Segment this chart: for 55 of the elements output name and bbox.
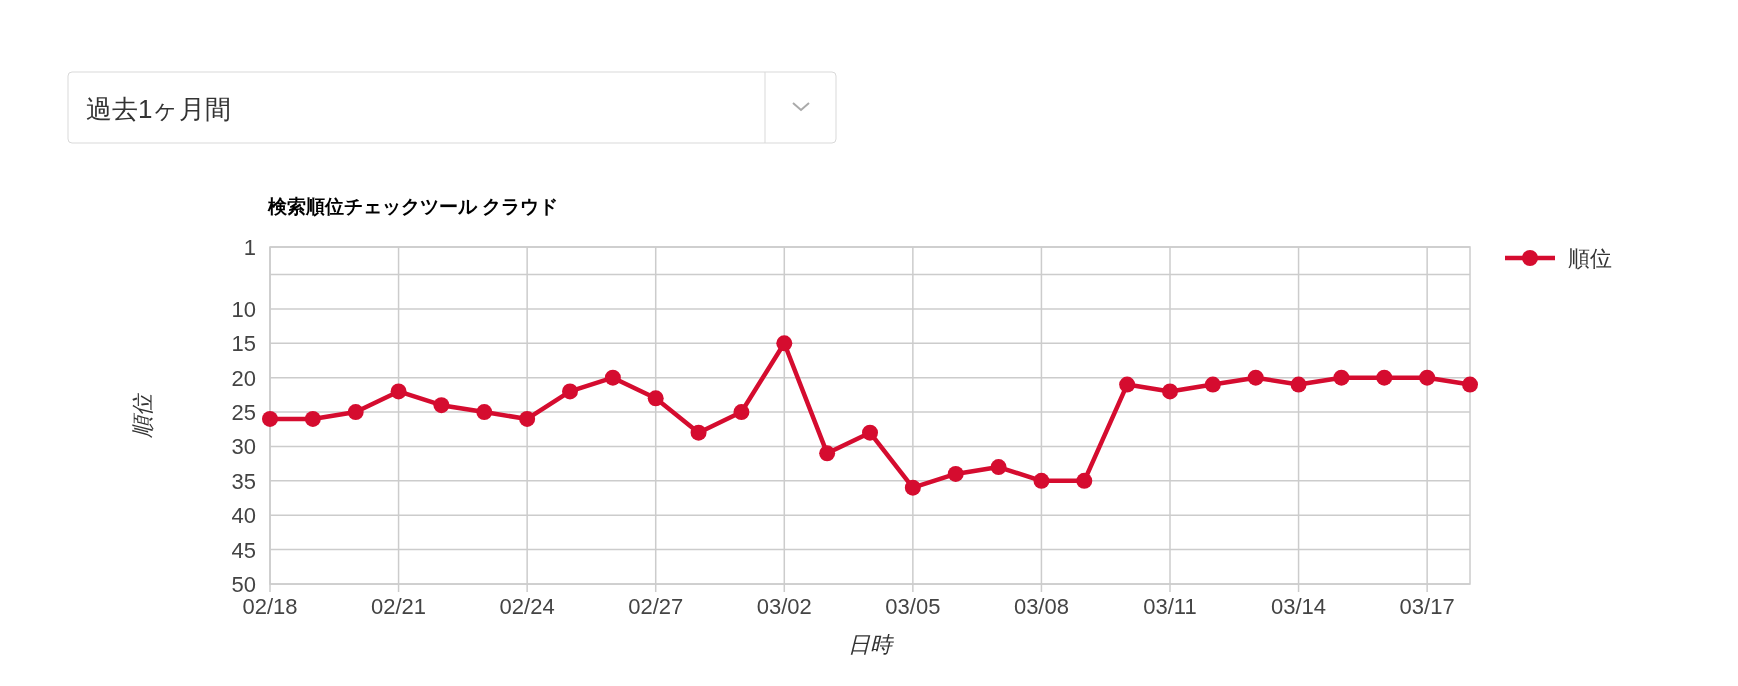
point (1033, 472, 1050, 489)
annotation: 過去1ヶ月間 (67, 71, 837, 144)
point (904, 479, 921, 496)
y-tick-label: 50 (231, 572, 256, 597)
point (604, 369, 621, 386)
y-tick-label: 25 (231, 400, 256, 426)
point (947, 465, 964, 482)
legend-label: 順位 (1568, 246, 1612, 271)
point (1162, 383, 1178, 400)
chart-title: 検索順位チェックツール クラウド (267, 196, 559, 217)
x-tick-label: 03/08 (1013, 594, 1069, 619)
point (1419, 369, 1436, 386)
point (347, 404, 364, 421)
point (1376, 369, 1393, 386)
point (262, 410, 278, 427)
point (562, 383, 578, 400)
legend-item: 順位 (1505, 246, 1612, 271)
y-tick-label: 45 (231, 537, 256, 563)
y-tick-label: 15 (231, 331, 256, 357)
x-tick-label: 02/18 (242, 594, 298, 619)
x-tick-label: 02/27 (628, 594, 684, 619)
point (1076, 472, 1093, 489)
y-axis-title: 順位 (130, 391, 155, 439)
point (390, 383, 407, 400)
point (819, 445, 836, 462)
x-tick-label: 03/05 (885, 594, 941, 619)
y-tick-label: 10 (231, 296, 256, 322)
point (1119, 376, 1136, 393)
point (733, 404, 750, 421)
y-tick-label: 40 (231, 503, 256, 529)
point (476, 404, 493, 421)
point (519, 410, 536, 427)
point (1333, 369, 1350, 386)
point (433, 397, 450, 414)
point (1204, 376, 1221, 393)
y-tick-label: 35 (231, 468, 256, 494)
y-tick-label: 20 (231, 365, 256, 391)
point (990, 459, 1007, 476)
x-tick-label: 03/02 (756, 594, 812, 619)
x-tick-label: 03/17 (1399, 594, 1455, 619)
point (776, 335, 793, 352)
x-tick-label: 02/21 (371, 594, 427, 619)
x-axis-title: 日時 (848, 632, 894, 657)
point (1247, 369, 1264, 386)
y-tick-label: 30 (231, 434, 256, 460)
point (304, 410, 321, 427)
point (862, 424, 878, 441)
point (1290, 376, 1307, 393)
x-tick-label: 03/11 (1143, 594, 1197, 619)
point (1462, 376, 1478, 393)
point (647, 390, 664, 407)
point (690, 424, 707, 441)
x-tick-label: 03/14 (1271, 594, 1327, 619)
y-tick-label: 1 (243, 235, 256, 260)
x-tick-label: 02/24 (499, 594, 555, 619)
